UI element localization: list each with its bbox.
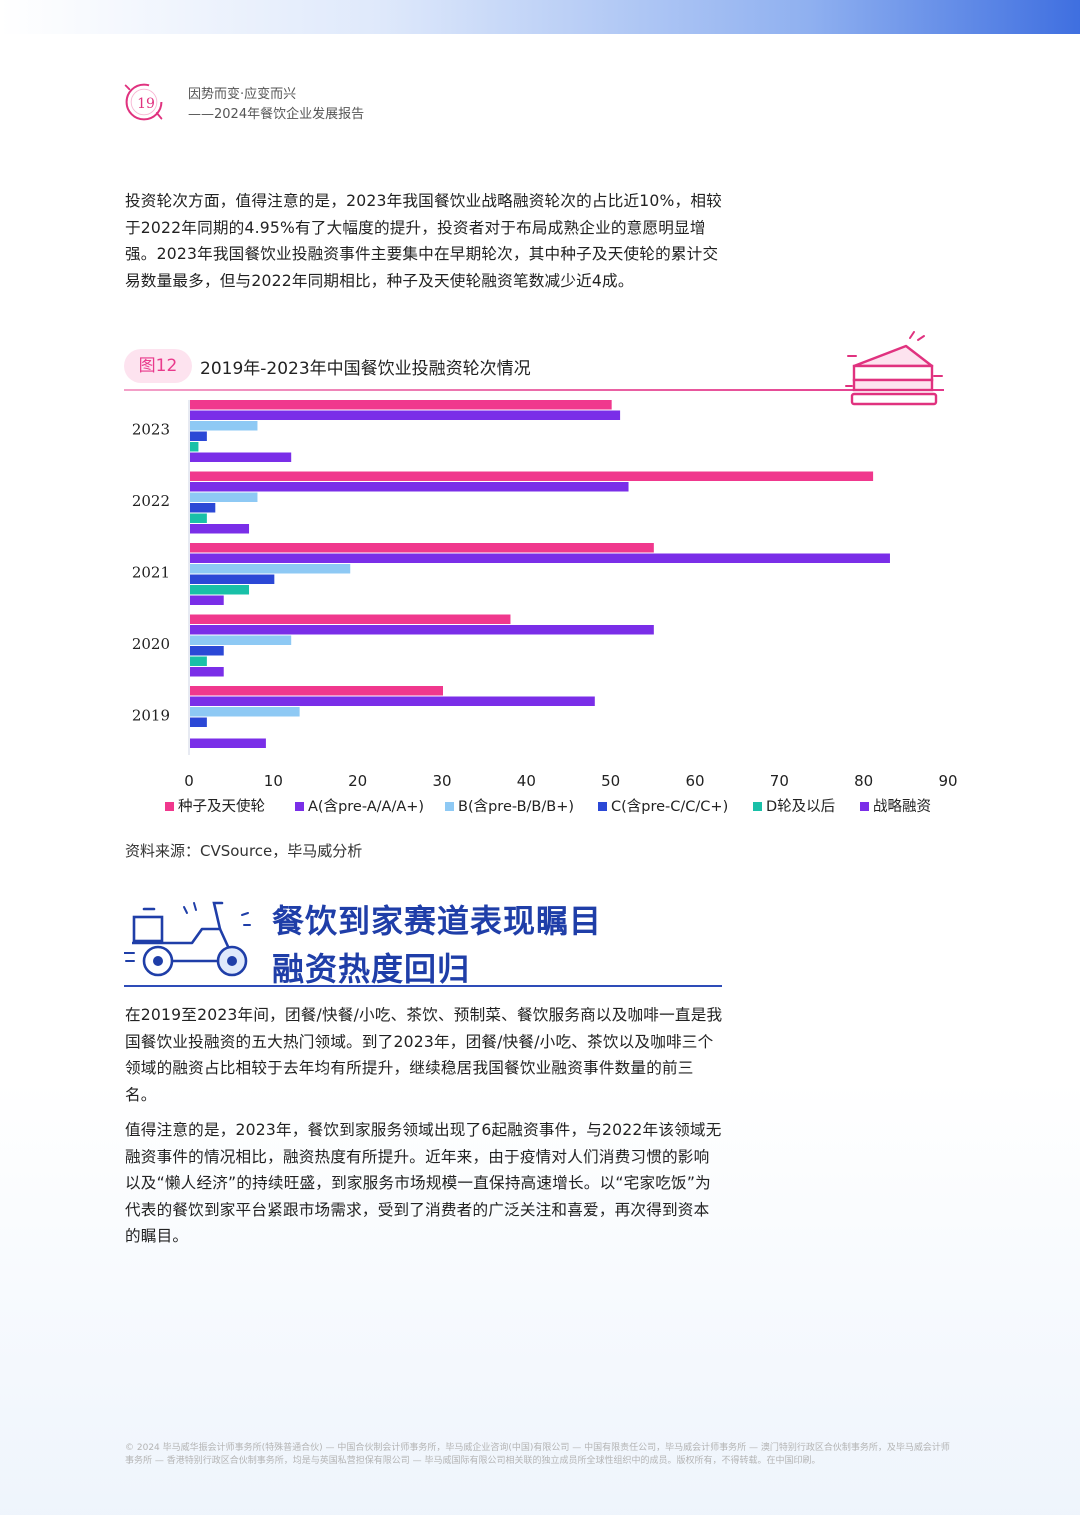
x-tick-label-10: 10 xyxy=(264,772,283,790)
bar-2019-series-6 xyxy=(190,738,266,748)
section-title-line1: 餐饮到家赛道表现瞩目 xyxy=(272,902,603,940)
top-gradient-bar xyxy=(0,0,1080,34)
x-tick-label-20: 20 xyxy=(348,772,367,790)
body-paragraph-1-text: 在2019至2023年间，团餐/快餐/小吃、茶饮、预制菜、餐饮服务商以及咖啡一直… xyxy=(125,1006,723,1104)
category-label-2022: 2022 xyxy=(132,492,170,510)
copyright-footer: © 2024 毕马威华振会计师事务所(特殊普通合伙) — 中国合伙制会计师事务所… xyxy=(125,1443,950,1466)
bar-2021-series-2 xyxy=(190,553,890,563)
legend-label-1: 种子及天使轮 xyxy=(178,798,265,815)
bar-2022-series-1 xyxy=(190,471,874,481)
page-badge-icon xyxy=(124,83,163,121)
legend-label-5: D轮及以后 xyxy=(766,798,835,815)
legend-swatch-6 xyxy=(860,802,869,811)
x-tick-label-80: 80 xyxy=(854,772,873,790)
legend-label-4: C(含pre-C/C/C+) xyxy=(611,798,728,815)
legend-swatch-2 xyxy=(295,802,304,811)
bar-2023-series-2 xyxy=(190,410,621,420)
category-label-2021: 2021 xyxy=(132,564,170,582)
bar-2021-series-4 xyxy=(190,574,275,584)
x-tick-label-70: 70 xyxy=(770,772,789,790)
x-tick-label-40: 40 xyxy=(517,772,536,790)
category-label-2019: 2019 xyxy=(132,707,170,725)
bar-2020-series-5 xyxy=(190,656,207,666)
legend-label-6: 战略融资 xyxy=(873,798,931,815)
legend-swatch-1 xyxy=(165,802,174,811)
x-tick-label-0: 0 xyxy=(184,772,194,790)
bar-2023-series-6 xyxy=(190,452,292,462)
bar-2022-series-2 xyxy=(190,482,629,492)
bar-2020-series-6 xyxy=(190,667,224,677)
cake-icon xyxy=(845,331,943,406)
figure-title-rule xyxy=(124,389,944,391)
body-paragraph-2: 值得注意的是，2023年，餐饮到家服务领域出现了6起融资事件，与2022年该领域… xyxy=(125,1117,725,1250)
legend-swatch-5 xyxy=(753,802,762,811)
bar-2023-series-1 xyxy=(190,400,612,410)
bar-2022-series-6 xyxy=(190,524,250,534)
body-paragraph-1: 在2019至2023年间，团餐/快餐/小吃、茶饮、预制菜、餐饮服务商以及咖啡一直… xyxy=(125,1002,725,1108)
intro-paragraph: 投资轮次方面，值得注意的是，2023年我国餐饮业战略融资轮次的占比近10%，相较… xyxy=(125,188,725,294)
category-label-2020: 2020 xyxy=(132,635,170,653)
bar-2020-series-1 xyxy=(190,614,511,624)
bar-2021-series-3 xyxy=(190,564,351,574)
bar-2020-series-3 xyxy=(190,635,292,645)
bar-2019-series-1 xyxy=(190,686,443,696)
body-paragraph-2-text: 值得注意的是，2023年，餐饮到家服务领域出现了6起融资事件，与2022年该领域… xyxy=(125,1121,722,1245)
bar-2022-series-5 xyxy=(190,513,207,523)
bar-2022-series-4 xyxy=(190,503,216,513)
x-tick-label-30: 30 xyxy=(432,772,451,790)
bar-2023-series-3 xyxy=(190,421,258,431)
bar-2022-series-3 xyxy=(190,492,258,502)
bar-2019-series-2 xyxy=(190,696,595,706)
section-title-rule xyxy=(124,985,722,987)
background-waves xyxy=(0,1080,1080,1515)
section-title-line2: 融资热度回归 xyxy=(272,950,471,988)
bar-2023-series-5 xyxy=(190,442,199,452)
legend-label-3: B(含pre-B/B/B+) xyxy=(458,798,574,815)
x-tick-label-50: 50 xyxy=(601,772,620,790)
page-number: 19 xyxy=(137,96,155,112)
figure-title: 2019年-2023年中国餐饮业投融资轮次情况 xyxy=(200,359,531,379)
bar-2021-series-5 xyxy=(190,585,250,595)
bar-2020-series-4 xyxy=(190,646,224,656)
bar-2019-series-4 xyxy=(190,717,207,727)
report-title-line1: 因势而变·应变而兴 xyxy=(188,87,297,102)
legend-swatch-4 xyxy=(598,802,607,811)
bar-2021-series-1 xyxy=(190,543,654,553)
funding-rounds-chart: 2019 2020 2021 2022 2023 0 10 20 30 40 50 60 70 80 90 种… xyxy=(132,400,958,815)
legend-label-2: A(含pre-A/A/A+) xyxy=(308,798,424,815)
category-label-2023: 2023 xyxy=(132,421,170,439)
report-title-line2: ——2024年餐饮企业发展报告 xyxy=(188,107,365,122)
intro-paragraph-text: 投资轮次方面，值得注意的是，2023年我国餐饮业战略融资轮次的占比近10%，相较… xyxy=(125,192,722,290)
figure-label: 图12 xyxy=(124,349,192,383)
data-source: 资料来源：CVSource，毕马威分析 xyxy=(125,842,363,860)
x-tick-label-60: 60 xyxy=(685,772,704,790)
legend-swatch-3 xyxy=(445,802,454,811)
x-tick-label-90: 90 xyxy=(938,772,957,790)
bar-2020-series-2 xyxy=(190,625,654,635)
bar-2023-series-4 xyxy=(190,431,207,441)
delivery-scooter-icon xyxy=(124,901,251,977)
bar-2021-series-6 xyxy=(190,595,224,605)
bar-2019-series-3 xyxy=(190,707,300,717)
